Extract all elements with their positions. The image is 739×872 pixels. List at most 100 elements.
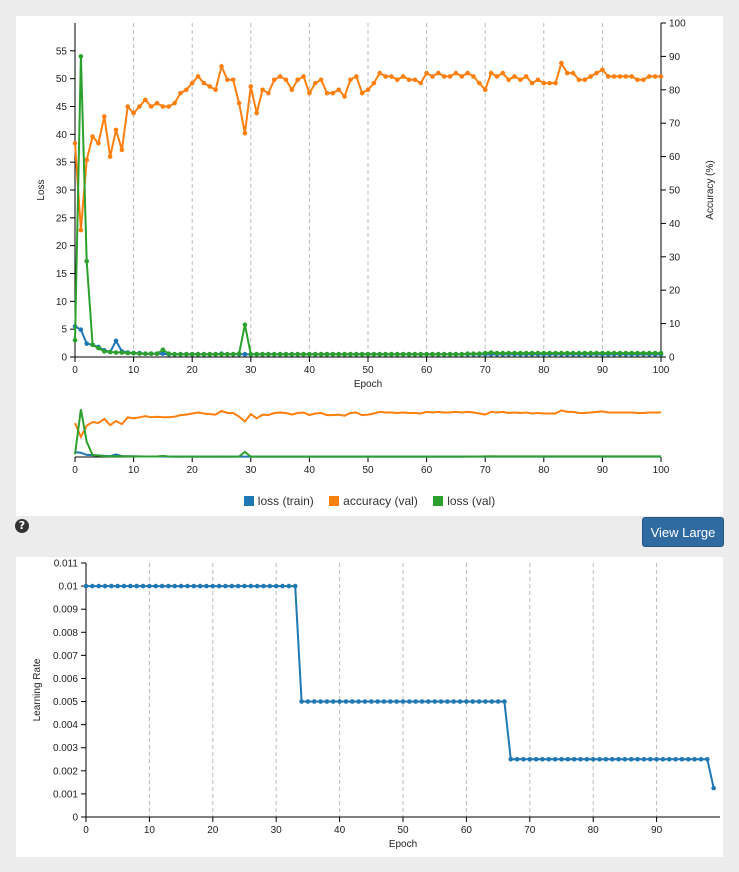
legend-label-train-loss: loss (train) bbox=[257, 494, 314, 508]
x-tick-label: 30 bbox=[245, 365, 257, 376]
data-point-val-accuracy bbox=[365, 87, 371, 93]
lr-data-point bbox=[102, 583, 108, 589]
lr-data-point bbox=[381, 699, 387, 704]
data-point-val-accuracy bbox=[189, 80, 195, 86]
data-point-val-accuracy bbox=[377, 70, 383, 76]
lr-data-point bbox=[248, 583, 254, 589]
learning-rate-chart: 0 10 20 30 40 50 60 70 80 90 0 0.001 0.002 0.003 0.004… bbox=[32, 559, 720, 850]
lr-y-tick-label: 0.003 bbox=[53, 743, 78, 754]
data-point-val-accuracy bbox=[459, 74, 465, 79]
overview-x-tick-label: 90 bbox=[597, 465, 609, 476]
data-point-val-loss bbox=[318, 351, 324, 357]
lr-data-point bbox=[178, 583, 184, 589]
data-point-val-loss bbox=[430, 351, 435, 357]
lr-y-tick-label: 0.005 bbox=[53, 697, 78, 708]
data-point-val-loss bbox=[277, 351, 283, 357]
legend-item-val-loss[interactable]: loss (val) bbox=[433, 494, 495, 508]
data-point-val-loss bbox=[576, 350, 582, 356]
lr-data-point bbox=[438, 699, 444, 704]
data-point-val-accuracy bbox=[570, 70, 576, 76]
data-point-val-accuracy bbox=[225, 77, 230, 83]
lr-data-point bbox=[261, 583, 266, 589]
legend-label-val-accuracy: accuracy (val) bbox=[343, 494, 418, 508]
data-point-val-loss bbox=[535, 350, 541, 356]
y-axis-label: Loss bbox=[36, 179, 47, 200]
x-tick-label: 50 bbox=[362, 365, 374, 376]
data-point-val-accuracy bbox=[277, 74, 283, 79]
data-point-val-loss bbox=[436, 351, 441, 357]
data-point-val-loss bbox=[365, 351, 371, 357]
data-point-val-accuracy bbox=[84, 157, 90, 163]
data-point-val-accuracy bbox=[125, 104, 131, 109]
lr-data-point bbox=[495, 699, 501, 704]
data-point-val-accuracy bbox=[137, 104, 142, 109]
data-point-val-loss bbox=[441, 351, 447, 357]
lr-data-point bbox=[330, 699, 336, 704]
data-point-val-loss bbox=[406, 351, 412, 357]
data-point-val-loss bbox=[500, 350, 506, 356]
x-tick-label: 80 bbox=[538, 365, 550, 376]
data-point-train-loss bbox=[84, 341, 90, 346]
x-tick-label: 100 bbox=[653, 365, 670, 376]
data-point-val-accuracy bbox=[96, 140, 101, 146]
data-point-val-loss bbox=[330, 351, 336, 357]
lr-data-point bbox=[267, 583, 273, 589]
data-point-val-accuracy bbox=[611, 74, 617, 79]
lr-data-point bbox=[311, 699, 317, 704]
y2-tick-label: 0 bbox=[669, 353, 675, 364]
data-point-val-accuracy bbox=[412, 77, 418, 83]
data-point-val-accuracy bbox=[512, 74, 517, 79]
data-point-val-accuracy bbox=[289, 87, 295, 93]
help-icon[interactable]: ? bbox=[15, 519, 29, 533]
data-point-val-accuracy bbox=[441, 74, 447, 79]
lr-data-point bbox=[603, 756, 609, 762]
data-point-val-loss bbox=[635, 350, 640, 356]
y-tick-label: 0 bbox=[61, 353, 67, 364]
data-point-val-loss bbox=[336, 351, 342, 357]
data-point-val-accuracy bbox=[207, 84, 213, 89]
lr-data-point bbox=[673, 756, 678, 762]
data-point-val-accuracy bbox=[271, 77, 277, 83]
lr-data-point bbox=[666, 756, 672, 762]
lr-data-point bbox=[432, 699, 438, 704]
data-point-val-accuracy bbox=[178, 90, 183, 96]
data-point-val-loss bbox=[588, 350, 593, 356]
data-point-val-loss bbox=[307, 351, 312, 357]
lr-data-point bbox=[705, 756, 710, 762]
lr-data-point bbox=[172, 583, 178, 589]
lr-data-point bbox=[552, 756, 558, 762]
lr-data-point bbox=[197, 583, 203, 589]
data-point-val-loss bbox=[353, 351, 359, 357]
data-point-val-loss bbox=[529, 350, 535, 356]
data-point-val-accuracy bbox=[594, 70, 599, 76]
data-point-val-accuracy bbox=[418, 80, 424, 86]
data-point-val-loss bbox=[570, 350, 576, 356]
data-point-val-accuracy bbox=[307, 90, 312, 96]
data-point-val-accuracy bbox=[482, 87, 488, 93]
x-tick-label: 0 bbox=[72, 365, 78, 376]
lr-data-point bbox=[521, 756, 526, 762]
loss-accuracy-chart: 0 10 20 30 40 50 60 70 80 90 100051015202530354045… bbox=[36, 19, 716, 477]
lr-data-point bbox=[349, 699, 355, 704]
data-point-val-accuracy bbox=[471, 74, 476, 79]
data-point-val-loss bbox=[518, 350, 523, 356]
legend-item-train-loss[interactable]: loss (train) bbox=[243, 494, 314, 508]
data-point-val-loss bbox=[412, 351, 418, 357]
y-tick-label: 30 bbox=[56, 186, 68, 197]
lr-x-tick-label: 90 bbox=[651, 825, 663, 836]
lr-x-tick-label: 80 bbox=[588, 825, 600, 836]
legend-item-val-accuracy[interactable]: accuracy (val) bbox=[329, 494, 418, 508]
legend-swatch-val-loss bbox=[433, 496, 444, 506]
x-axis-label: Epoch bbox=[354, 379, 382, 390]
data-point-val-accuracy bbox=[236, 100, 242, 106]
data-point-val-loss bbox=[312, 351, 318, 357]
data-point-val-accuracy bbox=[553, 80, 558, 86]
overview-line-val-loss bbox=[74, 409, 661, 458]
data-point-val-accuracy bbox=[658, 74, 664, 79]
y2-tick-label: 90 bbox=[669, 52, 681, 63]
view-large-button[interactable]: View Large bbox=[642, 517, 724, 547]
data-point-val-loss bbox=[143, 351, 148, 356]
lr-data-point bbox=[318, 699, 323, 704]
data-point-val-loss bbox=[564, 350, 570, 356]
lr-data-point bbox=[635, 756, 640, 762]
